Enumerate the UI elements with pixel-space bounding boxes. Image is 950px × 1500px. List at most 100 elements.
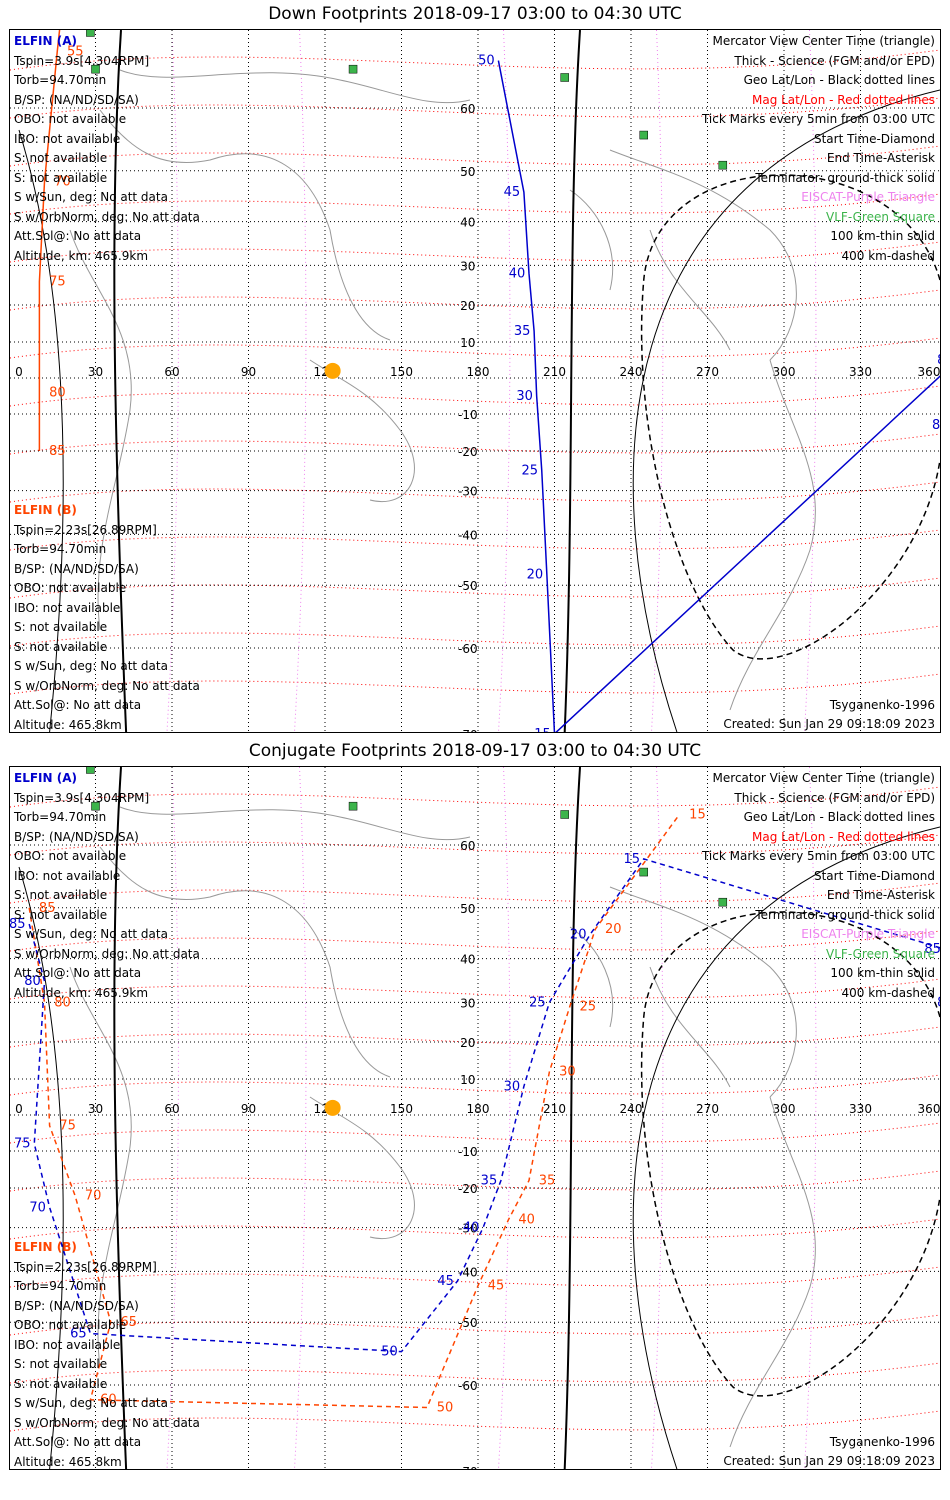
elfin-b-time-tick-label: 25: [580, 1000, 597, 1015]
legend-item: Mercator View Center Time (triangle): [712, 771, 935, 785]
elfin-b-line: Att.Sol@: No att data: [14, 1435, 142, 1449]
elfin-b-track: [38, 30, 61, 452]
elfin-a-line: OBO: not available: [14, 112, 127, 126]
lat-tick-label: 30: [460, 259, 475, 273]
elfin-b-line: Att.Sol@: No att data: [14, 698, 142, 712]
lat-tick-label: 50: [460, 902, 475, 916]
lon-tick-label: 60: [164, 1102, 179, 1116]
legend-item: VLF-Green Square: [826, 946, 935, 961]
elfin-a-line: Att.Sol@: No att data: [14, 229, 142, 243]
lon-tick-label: 30: [88, 365, 103, 379]
coastline: [609, 886, 797, 1098]
sun-icon: [324, 1099, 341, 1116]
legend-item: Thick - Science (FGM and/or EPD): [734, 790, 935, 805]
elfin-b-line: Tspin=2.23s[26.89RPM]: [14, 1259, 157, 1274]
lat-tick-label: 40: [460, 953, 475, 967]
elfin-b-line: S w/Sun, deg: No att data: [14, 1396, 168, 1410]
coastline: [69, 229, 132, 631]
elfin-a-track: [497, 60, 940, 732]
map-panel-conjugate: 0306090120150180210240270300330360706050…: [9, 766, 941, 1470]
elfin-a-info: ELFIN (A) Tspin=3.9s[4.304RPM] Torb=94.7…: [14, 769, 200, 1003]
elfin-b-time-tick-label: 15: [689, 807, 706, 822]
elfin-a-line: B/SP: (NA/ND/SD/SA): [14, 92, 139, 107]
terminator-400km-line: [640, 911, 940, 1397]
lat-tick-label: 60: [460, 102, 475, 116]
lat-tick-label: -70: [458, 1465, 478, 1469]
mag-lon-line: [498, 30, 511, 732]
legend-item: Mercator View Center Time (triangle): [712, 34, 935, 48]
coastline: [649, 966, 731, 1088]
elfin-b-line: Torb=94.70min: [14, 542, 107, 556]
elfin-b-line: S: not available: [14, 620, 108, 634]
elfin-a-time-tick-label: 40: [509, 267, 526, 282]
legend-item: 400 km-dashed: [841, 985, 935, 1000]
terminator-400km-line: [640, 174, 940, 660]
lat-tick-label: 10: [460, 1073, 475, 1087]
elfin-a-line: S: not available: [14, 151, 108, 165]
elfin-b-line: B/SP: (NA/ND/SD/SA): [14, 1298, 139, 1313]
elfin-b-name: ELFIN (B): [14, 503, 77, 517]
legend-item: Mag Lat/Lon - Red dotted lines: [751, 92, 935, 107]
terminator-ground-line: [563, 767, 581, 1469]
lon-tick-label: 360: [918, 1102, 940, 1116]
lat-tick-label: -10: [458, 408, 478, 422]
elfin-a-time-tick-label: 85: [10, 917, 25, 932]
lon-tick-label: 270: [696, 1102, 719, 1116]
legend-item: Terminator: ground-thick solid: [755, 170, 935, 185]
lon-tick-label: 240: [620, 365, 643, 379]
elfin-b-line: Tspin=2.23s[26.89RPM]: [14, 522, 157, 537]
lat-tick-label: -20: [458, 445, 478, 459]
elfin-b-line: S w/Sun, deg: No att data: [14, 659, 168, 673]
elfin-b-line: OBO: not available: [14, 1318, 127, 1332]
terminator-ground-line: [113, 767, 128, 1469]
mag-lon-line: [294, 767, 307, 1469]
elfin-a-line: IBO: not available: [14, 868, 121, 883]
elfin-a-line: Torb=94.70min: [14, 810, 107, 824]
elfin-a-name: ELFIN (A): [14, 34, 77, 48]
lon-tick-label: 240: [620, 1102, 643, 1116]
elfin-b-line: IBO: not available: [14, 1337, 121, 1352]
elfin-a-time-tick-label: 30: [504, 1079, 521, 1094]
lat-tick-label: 60: [460, 839, 475, 853]
elfin-b-time-tick-label: 65: [121, 1315, 138, 1330]
coastline: [309, 359, 415, 502]
elfin-b-line: S w/OrbNorm, deg: No att data: [14, 678, 200, 693]
coastline: [569, 189, 614, 291]
coastline: [309, 1096, 415, 1239]
elfin-a-time-tick-label: 80: [24, 974, 41, 989]
vlf-station-icon: [639, 130, 648, 140]
elfin-b-line: S: not available: [14, 639, 108, 654]
elfin-a-time-tick-label: 65: [70, 1327, 87, 1342]
vlf-station-icon: [91, 64, 100, 74]
vlf-station-icon: [86, 30, 95, 37]
legend-item: End Time-Asterisk: [826, 888, 935, 902]
elfin-a-time-tick-label: 80: [937, 995, 940, 1010]
terminator-ground-line: [563, 30, 581, 732]
elfin-a-line: Altitude, km: 465.9km: [14, 985, 149, 1000]
elfin-a-line: S: not available: [14, 907, 108, 922]
lon-tick-label: 330: [849, 365, 872, 379]
elfin-b-line: S: not available: [14, 1376, 108, 1391]
lat-tick-label: -70: [458, 728, 478, 732]
mag-lat-line: [10, 1122, 940, 1144]
elfin-b-time-tick-label: 40: [518, 1212, 535, 1227]
legend-item: Thick - Science (FGM and/or EPD): [734, 53, 935, 68]
lon-tick-label: 90: [241, 365, 256, 379]
elfin-a-line: Altitude, km: 465.9km: [14, 248, 149, 263]
elfin-a-time-tick-label: 35: [514, 324, 531, 339]
elfin-a-info: ELFIN (A) Tspin=3.9s[4.304RPM] Torb=94.7…: [14, 32, 200, 266]
lon-tick-label: 150: [390, 1102, 413, 1116]
lat-tick-label: -10: [458, 1145, 478, 1159]
elfin-a-time-tick-label: 30: [516, 389, 533, 404]
elfin-a-time-tick-label: 75: [14, 1137, 31, 1152]
elfin-a-track: [28, 858, 940, 1353]
lat-tick-label: 40: [460, 216, 475, 230]
lat-tick-label: -30: [458, 1222, 478, 1236]
mercator-map-conjugate: 0306090120150180210240270300330360706050…: [10, 767, 940, 1469]
elfin-b-time-tick-label: 80: [54, 995, 71, 1010]
vlf-station-icon: [348, 801, 358, 811]
elfin-b-line: IBO: not available: [14, 600, 121, 615]
elfin-b-time-tick-label: 50: [437, 1400, 454, 1415]
lat-tick-label: 20: [460, 1036, 475, 1050]
coastline: [609, 149, 797, 361]
